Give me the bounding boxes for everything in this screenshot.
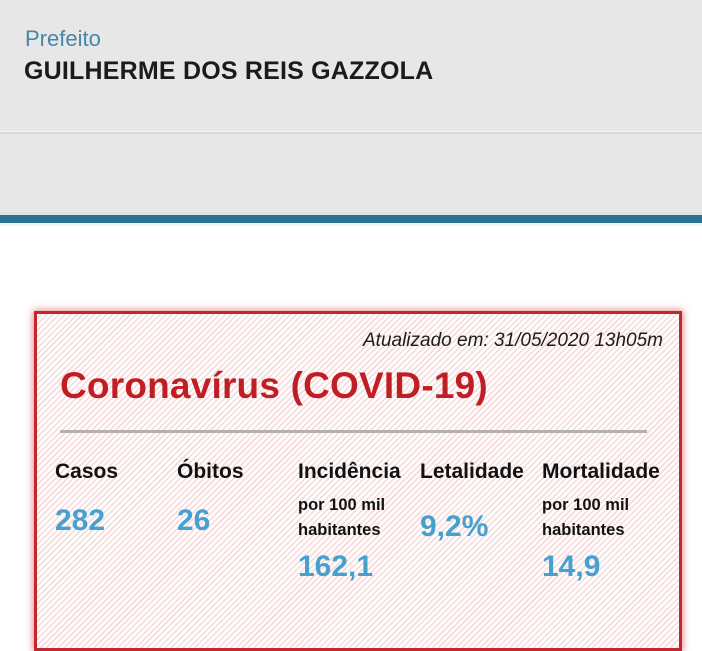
stat-casos: Casos 282 — [55, 460, 177, 538]
official-name: GUILHERME DOS REIS GAZZOLA — [24, 57, 434, 85]
teal-accent-bar — [0, 215, 702, 223]
accent-bar-top-edge — [0, 212, 702, 215]
card-divider — [60, 430, 647, 433]
site-header: Prefeito GUILHERME DOS REIS GAZZOLA — [0, 0, 702, 131]
official-role-label: Prefeito — [25, 26, 101, 51]
stat-value: 282 — [55, 504, 106, 537]
covid-stats-row: Casos 282 Óbitos 26 Incidência por 100 m… — [55, 460, 665, 584]
stat-label: Óbitos — [177, 460, 244, 483]
stat-sublabel: por 100 mil habitantes — [298, 496, 386, 539]
stat-value: 9,2% — [420, 510, 489, 543]
stat-label: Mortalidade — [542, 460, 660, 483]
header-gray-band — [0, 134, 702, 212]
stat-label: Letalidade — [420, 460, 524, 483]
stat-value: 162,1 — [298, 550, 374, 583]
stat-value: 14,9 — [542, 550, 601, 583]
stat-mortalidade: Mortalidade por 100 mil habitantes 14,9 — [542, 460, 668, 584]
stat-obitos: Óbitos 26 — [177, 460, 298, 538]
stat-label: Casos — [55, 460, 119, 483]
stat-letalidade: Letalidade 9,2% — [420, 460, 542, 544]
stat-label: Incidência — [298, 460, 401, 483]
stat-sublabel: por 100 mil habitantes — [542, 496, 630, 539]
stat-value: 26 — [177, 504, 211, 537]
stat-incidencia: Incidência por 100 mil habitantes 162,1 — [298, 460, 420, 584]
covid-stats-card: Atualizado em: 31/05/2020 13h05m Coronav… — [34, 311, 682, 651]
covid-card-title: Coronavírus (COVID-19) — [60, 365, 488, 406]
updated-timestamp: Atualizado em: 31/05/2020 13h05m — [363, 330, 663, 351]
header-divider — [0, 131, 702, 134]
accent-bar-bottom-edge — [0, 223, 702, 226]
